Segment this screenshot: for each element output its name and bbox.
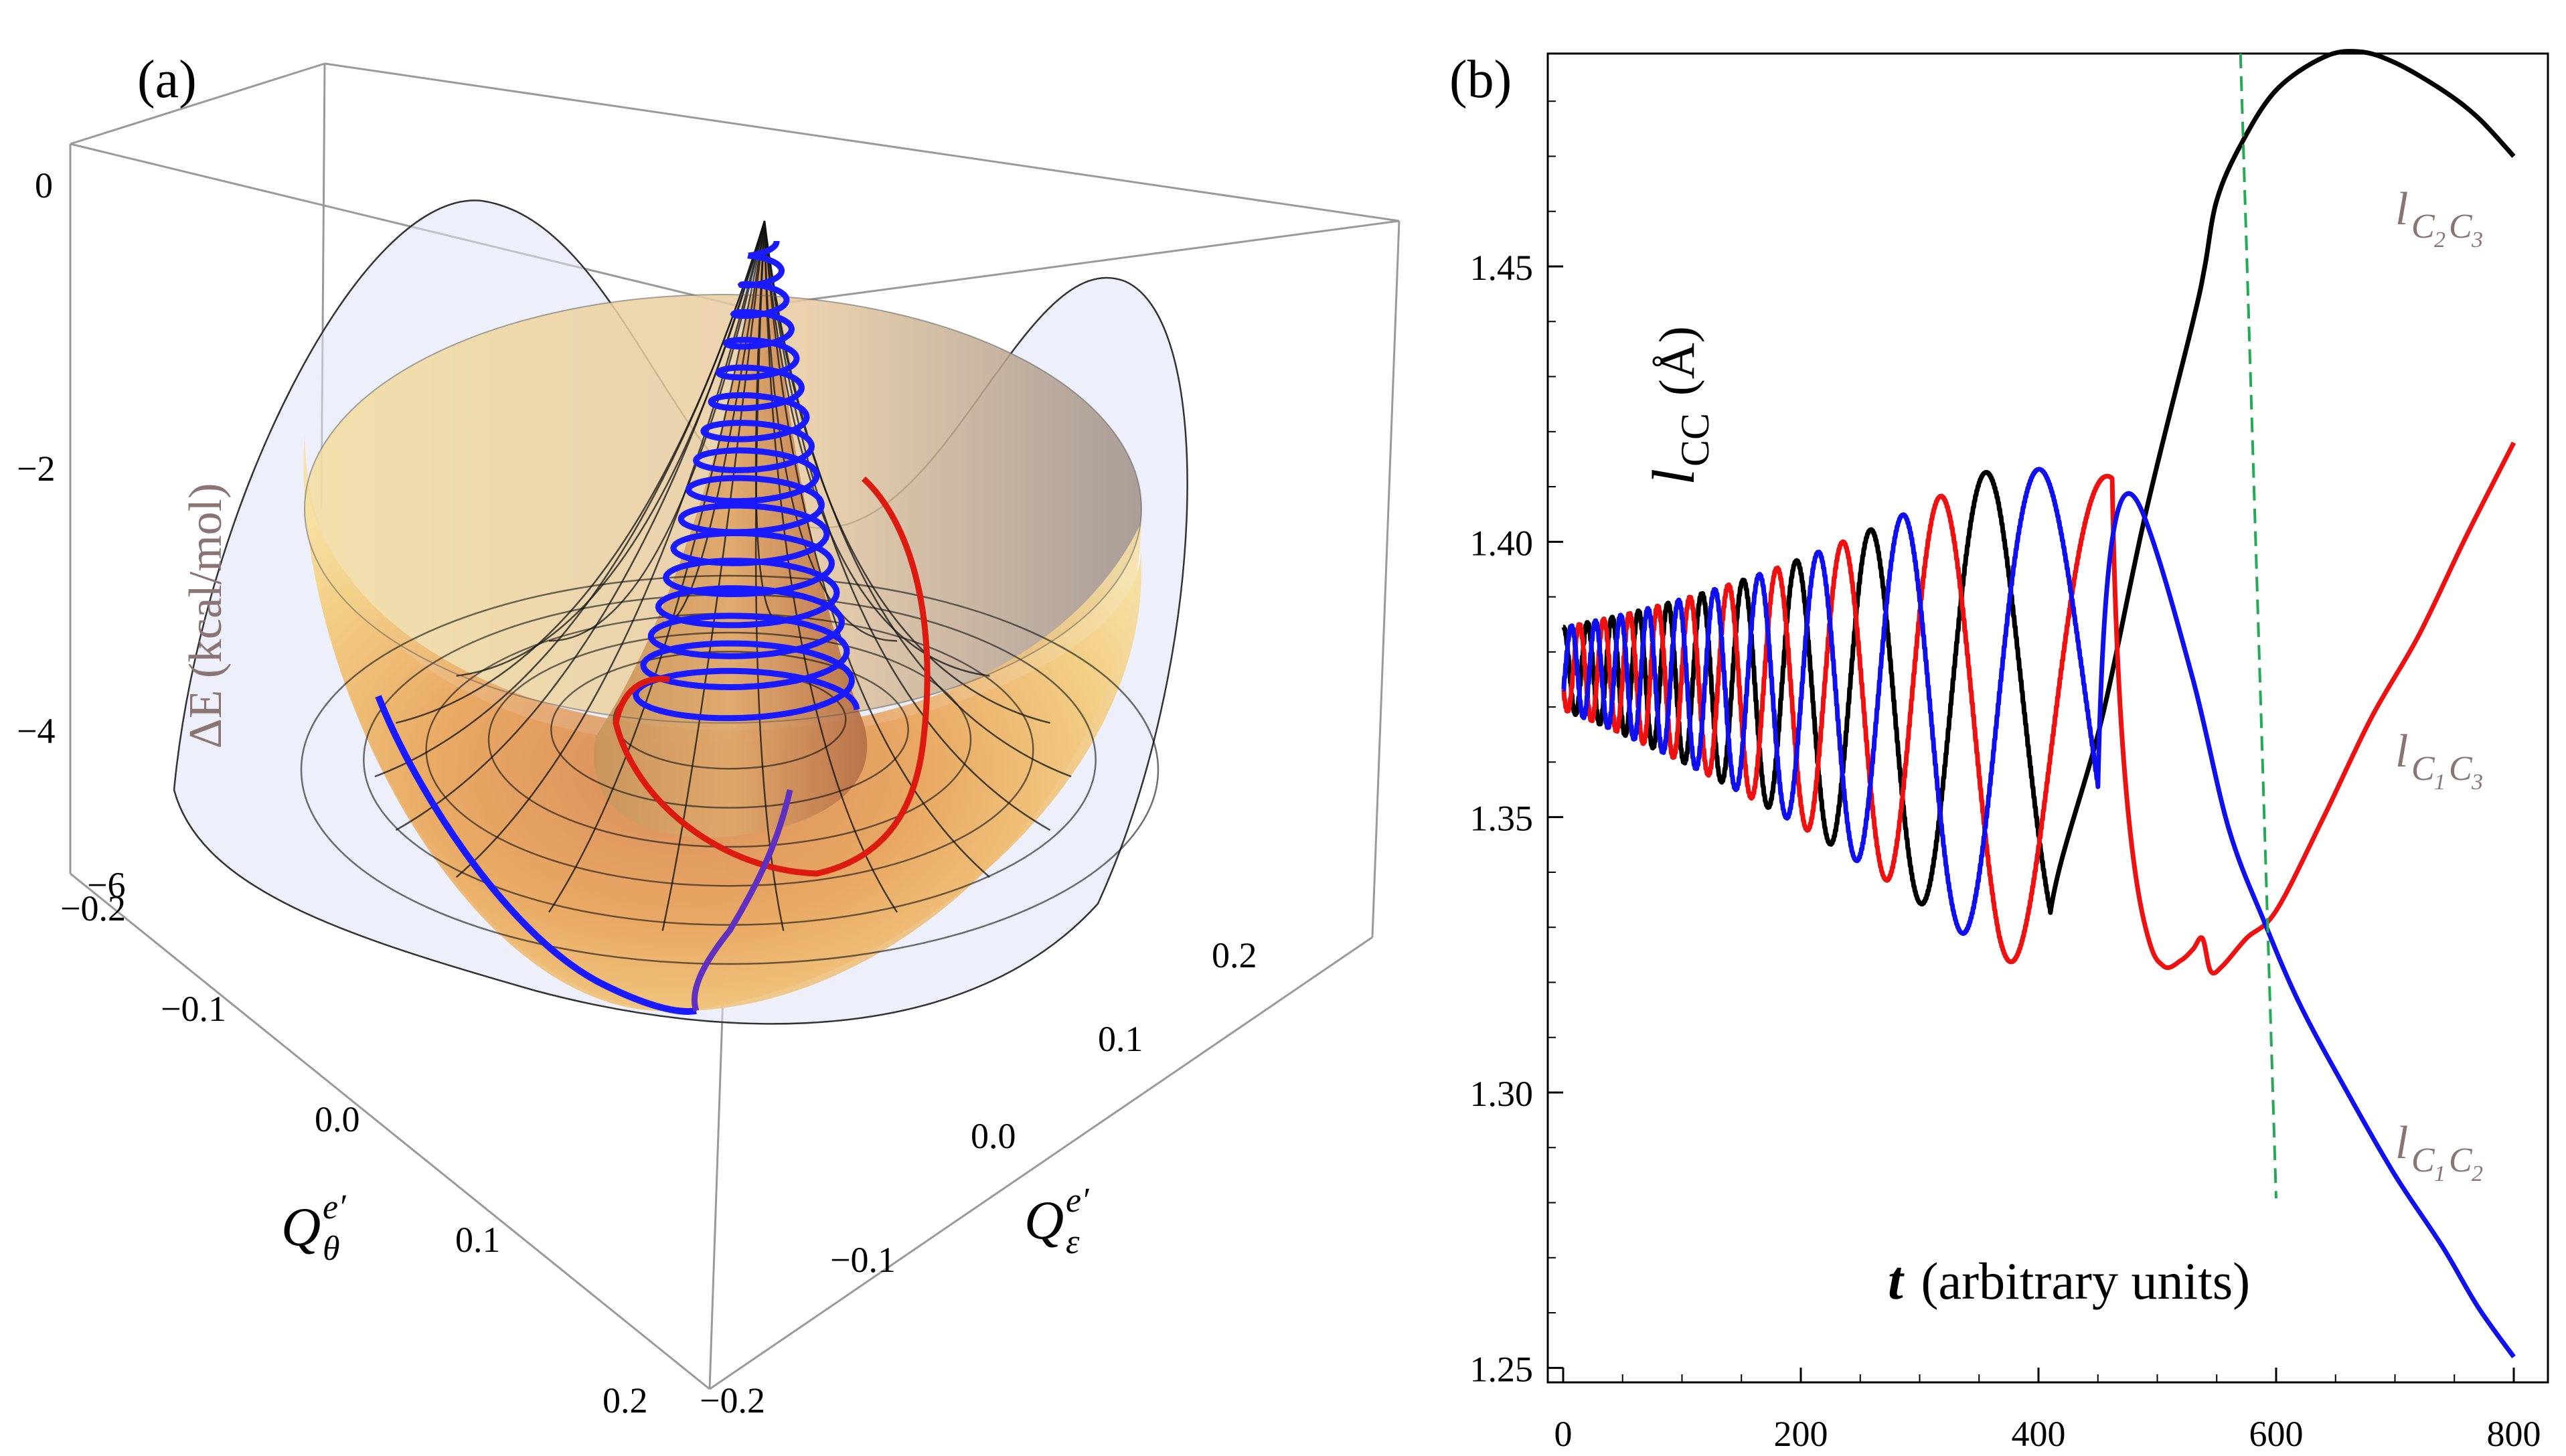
z-axis: 0 −2 −4 −6 ΔE (kcal/mol) bbox=[17, 165, 232, 905]
curve-label-index: 1 bbox=[2434, 1161, 2445, 1186]
panel-b-label: (b) bbox=[1449, 50, 1512, 109]
q-eps-tick-label: 0.2 bbox=[1212, 935, 1257, 975]
curve-label-index: 2 bbox=[2434, 228, 2445, 252]
curve-label-symbol: l bbox=[2395, 1117, 2408, 1169]
q-eps-axis: 0.2 0.1 0.0 −0.1 −0.2 Q ε e′ bbox=[700, 935, 1257, 1421]
curve-label-atom: C bbox=[2449, 1141, 2473, 1180]
z-tick-label: 0 bbox=[35, 165, 53, 206]
q-theta-superscript: e′ bbox=[323, 1188, 347, 1226]
q-eps-subscript: ε bbox=[1066, 1223, 1080, 1261]
series-line-lC1C3 bbox=[1561, 441, 2516, 976]
x-tick-label: 800 bbox=[2487, 1414, 2541, 1454]
mesh-line bbox=[763, 220, 1051, 831]
mesh-line bbox=[455, 220, 766, 878]
xlabel-symbol: t bbox=[1888, 1250, 1905, 1311]
panel-a-label: (a) bbox=[137, 50, 197, 109]
x-axis: 0 200 400 600 800 bbox=[1554, 1368, 2541, 1454]
curve-label-index: 2 bbox=[2472, 1161, 2483, 1186]
x-axis-title: t (arbitrary units) bbox=[1888, 1250, 2250, 1311]
q-theta-axis-title: Q θ e′ bbox=[281, 1188, 347, 1268]
curve-label-atom: C bbox=[2449, 750, 2473, 788]
ylabel-subscript: CC bbox=[1673, 413, 1717, 467]
q-eps-axis-title: Q ε e′ bbox=[1024, 1182, 1090, 1261]
ylabel-symbol: l bbox=[1641, 469, 1707, 485]
blue-spiral-trajectory bbox=[632, 241, 860, 722]
y-tick-label: 1.40 bbox=[1470, 523, 1534, 563]
curve-label-symbol: l bbox=[2395, 183, 2408, 235]
z-tick-label: −6 bbox=[87, 865, 125, 905]
curve-label-symbol: l bbox=[2395, 726, 2408, 777]
curve-label-atom: C bbox=[2411, 750, 2435, 788]
y-tick-label: 1.25 bbox=[1470, 1349, 1534, 1389]
q-eps-tick-label: −0.2 bbox=[700, 1380, 765, 1421]
purple-trajectory bbox=[691, 789, 793, 1012]
q-theta-tick-label: −0.1 bbox=[161, 989, 226, 1029]
mesh-ring bbox=[300, 574, 1159, 965]
trajectories bbox=[375, 241, 931, 1015]
mesh-line bbox=[763, 220, 1050, 724]
y-tick-label: 1.45 bbox=[1470, 248, 1534, 288]
series-line-lC1C2 bbox=[1561, 467, 2516, 1358]
x-tick-label: 400 bbox=[2012, 1414, 2066, 1454]
panel-b-line-chart: (b) 1.25 1.30 1.35 1.40 1.45 0 200 400 600 800 l… bbox=[1449, 49, 2549, 1454]
q-theta-tick-label: −0.2 bbox=[60, 888, 126, 928]
y-tick-label: 1.30 bbox=[1470, 1074, 1534, 1114]
curve-label-index: 1 bbox=[2434, 770, 2445, 795]
red-trajectory bbox=[613, 476, 931, 877]
blue-valley-trajectory bbox=[375, 695, 697, 1015]
curve-label-atom: C bbox=[2449, 208, 2473, 246]
q-eps-tick-label: −0.1 bbox=[830, 1240, 896, 1280]
x-tick-label: 200 bbox=[1774, 1414, 1828, 1454]
q-theta-tick-label: 0.2 bbox=[603, 1380, 648, 1421]
q-eps-tick-label: 0.0 bbox=[971, 1116, 1016, 1156]
q-theta-tick-label: 0.1 bbox=[455, 1220, 501, 1260]
q-theta-symbol: Q bbox=[281, 1196, 321, 1257]
mesh-line bbox=[763, 220, 898, 642]
mesh-line bbox=[456, 220, 766, 677]
x-tick-label: 600 bbox=[2249, 1414, 2304, 1454]
z-tick-label: −4 bbox=[17, 711, 55, 751]
mesh-line bbox=[548, 220, 766, 642]
curve-label-index: 3 bbox=[2471, 770, 2483, 795]
curve-label-c2c3: l C 2 C 3 bbox=[2395, 183, 2483, 252]
z-axis-title: ΔE (kcal/mol) bbox=[180, 483, 232, 749]
mesh-line bbox=[396, 220, 766, 724]
q-eps-symbol: Q bbox=[1024, 1190, 1064, 1250]
plot-frame bbox=[1546, 52, 2549, 1384]
curve-label-atom: C bbox=[2411, 208, 2435, 246]
mesh-ring bbox=[487, 631, 972, 848]
y-axis: 1.25 1.30 1.35 1.40 1.45 bbox=[1470, 100, 1563, 1389]
q-eps-tick-label: 0.1 bbox=[1098, 1019, 1143, 1059]
y-tick-label: 1.35 bbox=[1470, 799, 1534, 839]
curve-label-atom: C bbox=[2411, 1141, 2435, 1180]
q-theta-subscript: θ bbox=[323, 1230, 340, 1268]
panel-a-3d-surface: (a) bbox=[17, 50, 1400, 1421]
mesh-line bbox=[763, 220, 990, 677]
mesh-ring bbox=[550, 651, 909, 809]
curve-label-index: 3 bbox=[2471, 228, 2483, 252]
curve-label-c1c2: l C 1 C 2 bbox=[2395, 1117, 2483, 1186]
q-eps-superscript: e′ bbox=[1066, 1182, 1090, 1220]
q-theta-tick-label: 0.0 bbox=[315, 1099, 360, 1139]
curve-label-c1c3: l C 1 C 3 bbox=[2395, 726, 2483, 795]
x-tick-label: 0 bbox=[1554, 1414, 1573, 1454]
z-tick-label: −2 bbox=[17, 449, 55, 489]
ylabel-unit: (Å) bbox=[1650, 326, 1705, 408]
rim-outline bbox=[304, 294, 1142, 724]
q-theta-axis: −0.2 −0.1 0.0 0.1 0.2 Q θ e′ bbox=[60, 888, 648, 1421]
xlabel-text: (arbitrary units) bbox=[1908, 1252, 2250, 1310]
dashed-marker-line bbox=[2239, 53, 2277, 1199]
y-axis-title: l CC (Å) bbox=[1641, 326, 1717, 485]
series-lines bbox=[1561, 49, 2516, 1358]
